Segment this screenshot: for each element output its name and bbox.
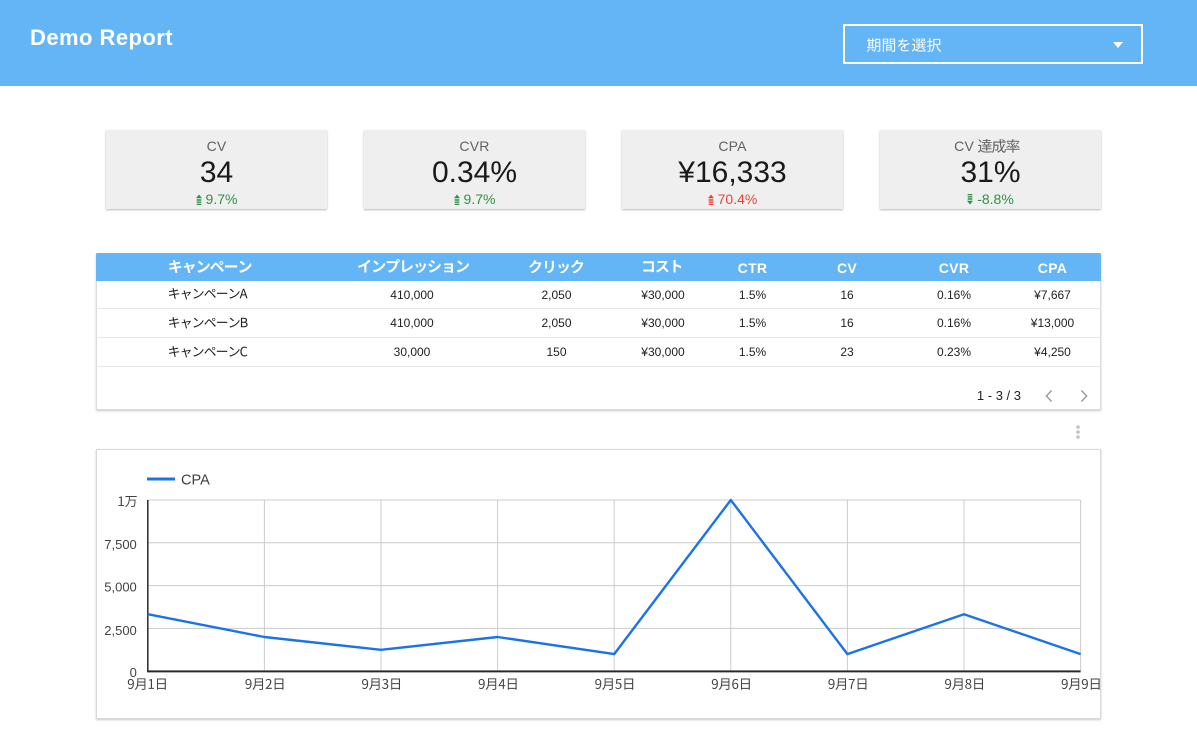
svg-text:7,500: 7,500: [104, 537, 137, 552]
svg-text:2,500: 2,500: [104, 623, 137, 638]
svg-text:0: 0: [130, 665, 137, 680]
svg-text:CPA: CPA: [181, 472, 210, 488]
svg-text:5,000: 5,000: [104, 580, 137, 595]
